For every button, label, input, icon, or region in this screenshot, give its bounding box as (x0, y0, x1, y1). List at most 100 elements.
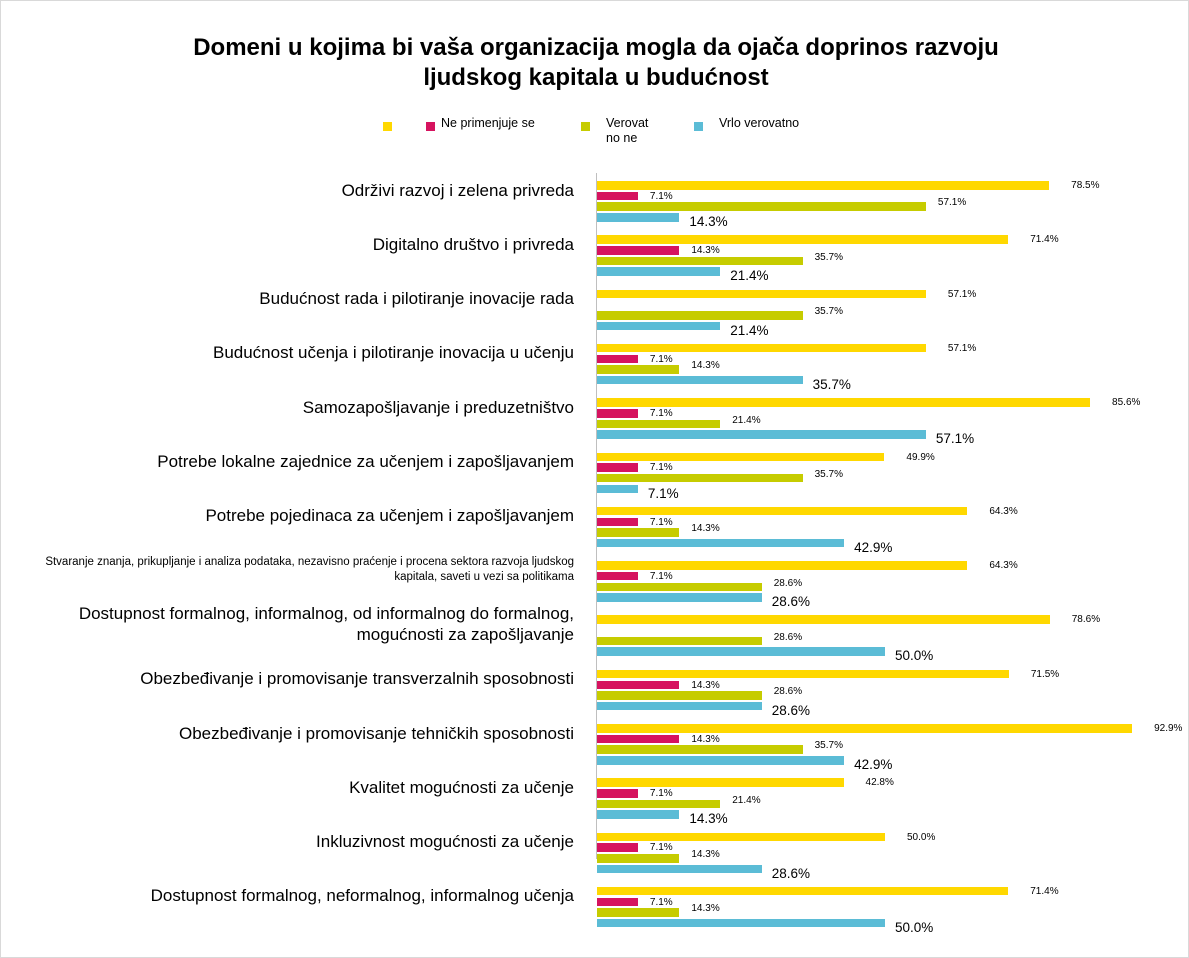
bar (597, 832, 885, 842)
value-label: 28.6% (771, 702, 811, 718)
value-label: 57.1% (947, 288, 977, 300)
bar (597, 799, 721, 809)
category-label: Samozapošljavanje i preduzetništvo (302, 397, 574, 417)
legend-swatch (426, 122, 435, 131)
legend-label: Verovatno ne (606, 116, 649, 145)
value-label: 7.1% (647, 485, 679, 501)
category-label: Održivi razvoj i zelena privreda (341, 180, 574, 200)
bar (597, 409, 638, 418)
category-label: Dostupnost formalnog, informalnog, od in… (78, 604, 574, 645)
bar (597, 246, 680, 255)
value-label: 14.3% (691, 245, 720, 257)
value-label: 50.0% (895, 648, 934, 664)
value-label: 35.7% (814, 468, 843, 480)
value-label: 7.1% (649, 516, 673, 528)
category-label: Digitalno društvo i privreda (372, 234, 574, 254)
bar (597, 452, 885, 461)
bar (597, 398, 1091, 407)
bar (597, 561, 968, 570)
bar (597, 419, 721, 429)
value-label: 35.7% (814, 251, 843, 263)
bar (597, 582, 762, 591)
bar (597, 886, 1009, 896)
legend-swatch (694, 122, 703, 131)
bar (597, 745, 803, 754)
axis-line (596, 173, 597, 859)
bar (597, 647, 885, 656)
value-label: 42.9% (854, 757, 893, 772)
value-label: 50.0% (907, 831, 936, 843)
value-label: 7.1% (649, 353, 673, 365)
value-label: 28.6% (773, 686, 803, 698)
bar (597, 375, 803, 385)
bar (597, 484, 638, 493)
value-label: 7.1% (649, 408, 673, 419)
bar (597, 918, 885, 928)
value-label: 85.6% (1112, 397, 1141, 409)
bar (597, 593, 762, 602)
value-label: 28.6% (773, 631, 803, 643)
value-label: 71.4% (1030, 234, 1059, 246)
value-label: 35.7% (814, 306, 843, 317)
bar (597, 691, 762, 700)
bar (597, 538, 845, 548)
bar (597, 473, 803, 483)
category-label: Budućnost rada i pilotiranje inovacije r… (259, 289, 574, 309)
value-label: 49.9% (906, 451, 935, 463)
bar (597, 289, 926, 299)
value-label: 7.1% (649, 842, 673, 854)
bar (597, 778, 844, 787)
legend-label: Vrlo verovatno (719, 116, 800, 130)
value-label: 14.3% (691, 733, 720, 745)
value-label: 14.3% (691, 903, 720, 915)
value-label: 35.7% (814, 740, 843, 752)
bar (597, 864, 762, 874)
bar (597, 267, 721, 276)
bar (597, 517, 638, 527)
value-label: 57.1% (937, 197, 967, 209)
value-label: 21.4% (730, 322, 769, 338)
value-label: 7.1% (649, 570, 673, 582)
bar (597, 810, 680, 819)
value-label: 64.3% (989, 505, 1018, 517)
bar (597, 506, 968, 516)
value-label: 57.1% (947, 342, 977, 354)
value-label: 28.6% (771, 865, 811, 881)
value-label: 14.3% (691, 523, 720, 535)
value-label: 21.4% (730, 268, 769, 284)
bar (597, 701, 762, 711)
bar (597, 354, 638, 364)
bar (597, 191, 638, 201)
bar (597, 897, 638, 907)
bar (597, 430, 926, 439)
bar (597, 202, 926, 211)
bar (597, 789, 638, 798)
bar (597, 181, 1050, 190)
category-label: Inkluzivnost mogućnosti za učenje (316, 832, 574, 852)
value-label: 14.3% (691, 360, 720, 372)
value-label: 64.3% (989, 560, 1018, 572)
value-label: 7.1% (649, 190, 673, 202)
category-label: Obezbeđivanje i promovisanje tehničkih s… (178, 723, 574, 743)
value-label: 21.4% (732, 794, 761, 806)
value-label: 14.3% (691, 679, 720, 691)
value-label: 7.1% (649, 462, 673, 474)
value-label: 28.6% (773, 577, 803, 589)
value-label: 14.3% (691, 849, 720, 860)
bar (597, 724, 1133, 733)
legend-swatch (383, 122, 392, 131)
category-label: Dostupnost formalnog, neformalnog, infor… (150, 886, 574, 906)
category-label: Potrebe pojedinaca za učenjem i zapošlja… (205, 506, 574, 526)
bar (597, 256, 803, 266)
bar (597, 843, 638, 852)
bar (597, 734, 680, 744)
category-label: Stvaranje znanja, prikupljanje i analiza… (45, 556, 574, 584)
value-label: 92.9% (1154, 723, 1183, 734)
value-label: 57.1% (935, 431, 975, 447)
value-label: 14.3% (689, 214, 728, 229)
bar (597, 365, 680, 374)
bar (597, 528, 680, 537)
bar (597, 680, 680, 689)
value-label: 14.3% (689, 811, 728, 827)
